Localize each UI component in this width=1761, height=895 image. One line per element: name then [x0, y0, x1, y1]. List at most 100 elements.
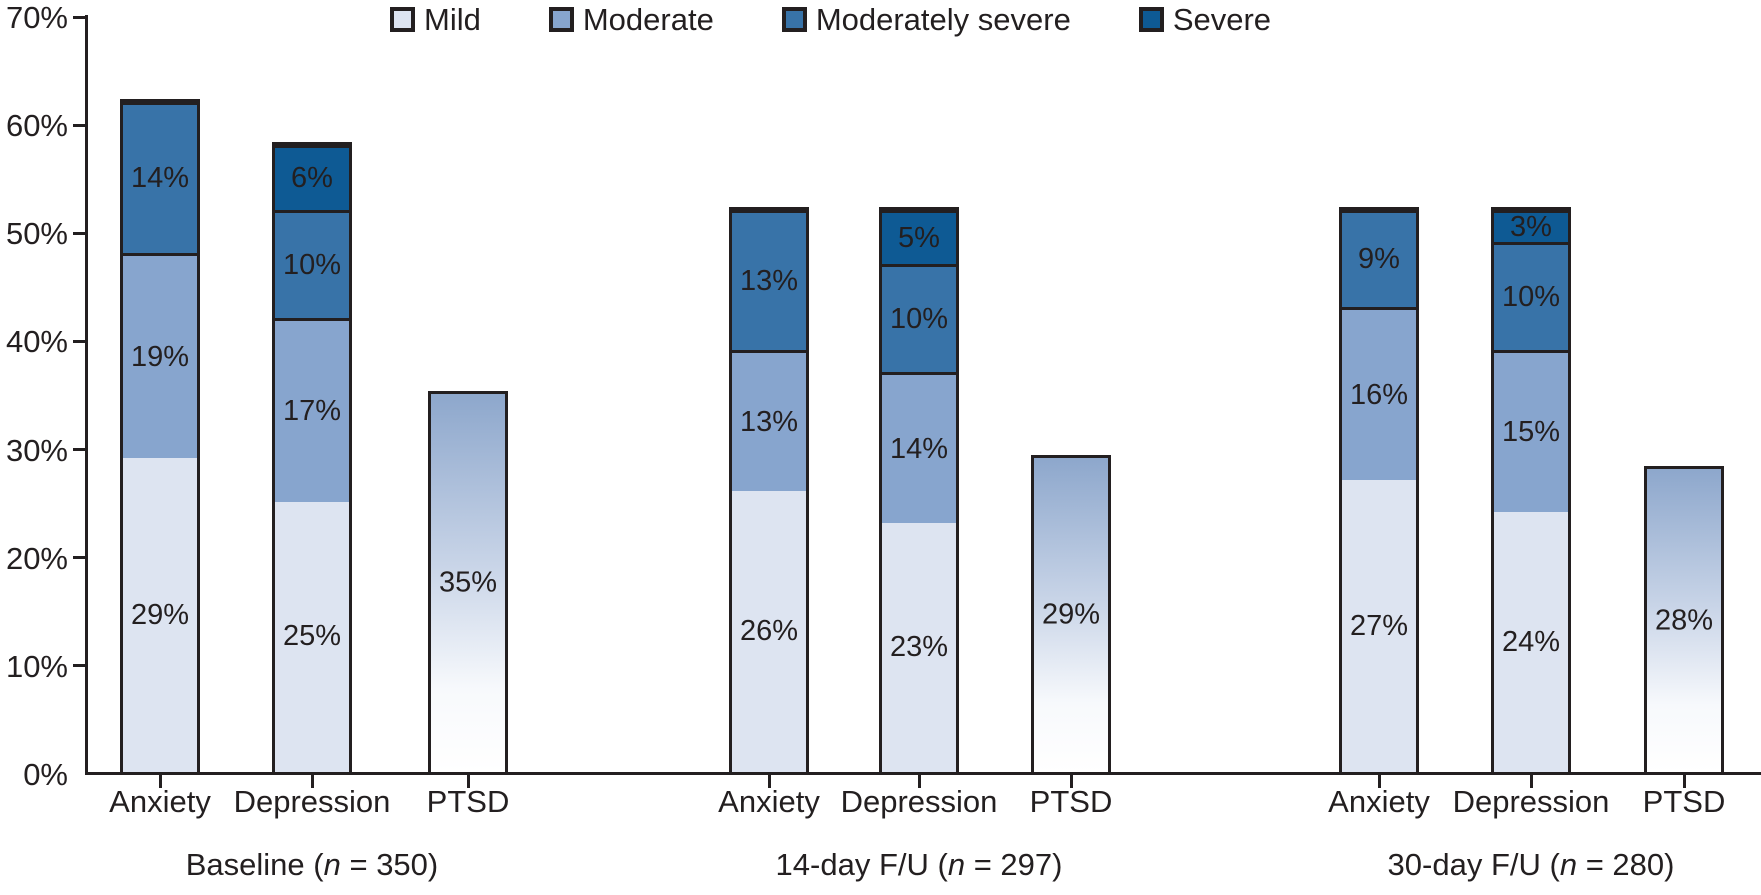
legend-label: Moderately severe — [815, 2, 1071, 37]
bar-depression-group3: 24% 15% 10% 3% — [1491, 206, 1571, 775]
segment-value-label: 16% — [1349, 378, 1409, 411]
segment-severe: 5% — [882, 209, 956, 264]
legend-swatch-moderately-severe — [781, 7, 807, 32]
segment-moderately-severe: 14% — [123, 101, 197, 253]
group-label-prefix: 30-day F/U ( — [1387, 847, 1560, 882]
x-axis-tick — [466, 775, 470, 788]
group-label-n-italic: n — [947, 847, 966, 882]
category-label-ptsd: PTSD — [1642, 784, 1726, 819]
y-axis-tick-label: 10% — [5, 648, 68, 684]
legend-item-moderately-severe: Moderately severe — [781, 2, 1071, 37]
segment-moderately-severe: 13% — [732, 209, 806, 351]
bar-depression-group2: 23% 14% 10% 5% — [879, 206, 959, 775]
x-axis-tick — [1069, 775, 1073, 788]
segment-value-label: 14% — [889, 432, 949, 465]
x-axis-tick — [1682, 775, 1686, 788]
x-axis-tick — [310, 775, 314, 788]
segment-value-label: 14% — [130, 162, 190, 195]
y-axis-tick — [73, 15, 86, 19]
y-axis-tick-label: 60% — [5, 108, 68, 144]
legend-label: Severe — [1172, 2, 1272, 37]
bar-depression-group1: 25% 17% 10% 6% — [272, 141, 352, 775]
legend-item-moderate: Moderate — [548, 2, 714, 37]
segment-value-label: 19% — [130, 340, 190, 373]
group-label-3: 30-day F/U (n = 280) — [1321, 849, 1741, 880]
y-axis-tick-label: 30% — [5, 432, 68, 468]
bar-ptsd-group1: 35% — [428, 390, 508, 775]
segment-mild: 29% — [123, 458, 197, 772]
y-axis-tick-label: 20% — [5, 540, 68, 576]
segment-moderate: 17% — [275, 317, 349, 502]
y-axis-line — [85, 15, 88, 775]
category-label-depression: Depression — [1452, 784, 1610, 819]
segment-value-label: 17% — [282, 394, 342, 427]
segment-value-label: 24% — [1501, 625, 1561, 658]
segment-moderate: 13% — [732, 350, 806, 491]
x-axis-tick — [1529, 775, 1533, 788]
y-axis-tick — [73, 339, 86, 343]
bar-ptsd-group2: 29% — [1031, 455, 1111, 775]
segment-value-label: 15% — [1501, 416, 1561, 449]
segment-value-label: 5% — [898, 221, 940, 254]
segment-value-label: 13% — [739, 264, 799, 297]
group-label-2: 14-day F/U (n = 297) — [709, 849, 1129, 880]
segment-moderate: 16% — [1342, 307, 1416, 481]
category-label-anxiety: Anxiety — [1328, 784, 1430, 819]
segment-value-label: 3% — [1510, 210, 1552, 243]
legend-swatch-moderate — [548, 7, 574, 32]
bar-ptsd-group3: 28% — [1644, 466, 1724, 775]
y-axis-tick-label: 0% — [23, 757, 68, 792]
segment-moderately-severe: 10% — [1494, 242, 1568, 351]
segment-moderately-severe: 9% — [1342, 209, 1416, 307]
segment-severe: 6% — [275, 144, 349, 210]
group-label-n-italic: n — [323, 847, 341, 882]
bar-anxiety-group3: 27% 16% 9% — [1339, 206, 1419, 775]
category-label-depression: Depression — [840, 784, 998, 819]
segment-moderate: 15% — [1494, 350, 1568, 513]
group-label-n-italic: n — [1559, 847, 1578, 882]
segment-mild: 27% — [1342, 480, 1416, 772]
legend-swatch-mild — [390, 7, 415, 32]
segment-value-label: 35% — [438, 566, 498, 599]
category-label-ptsd: PTSD — [426, 784, 510, 819]
segment-value-label: 10% — [1501, 281, 1561, 314]
segment-value-label: 28% — [1654, 604, 1714, 637]
y-axis-tick — [73, 123, 86, 127]
y-axis-tick-label: 40% — [5, 324, 68, 360]
segment-moderately-severe: 10% — [882, 263, 956, 372]
y-axis-tick-label: 50% — [5, 216, 68, 252]
category-label-depression: Depression — [233, 784, 391, 819]
segment-mild: 26% — [732, 490, 806, 772]
group-label-suffix: = 297) — [965, 847, 1063, 882]
x-axis-tick — [767, 775, 771, 788]
segment-moderately-severe: 10% — [275, 209, 349, 318]
chart-legend: Mild Moderate Moderately severe Severe — [390, 4, 1271, 35]
segment-severe: 3% — [1494, 209, 1568, 243]
y-axis-tick — [73, 664, 86, 668]
category-label-ptsd: PTSD — [1029, 784, 1113, 819]
y-axis-tick-label: 70% — [5, 0, 68, 36]
segment-moderate: 19% — [123, 252, 197, 459]
segment-mild: 24% — [1494, 512, 1568, 772]
category-label-anxiety: Anxiety — [718, 784, 820, 819]
segment-value-label: 23% — [889, 631, 949, 664]
segment-value-label: 9% — [1358, 243, 1400, 276]
segment-value-label: 10% — [889, 302, 949, 335]
y-axis-tick — [73, 231, 86, 235]
segment-value-label: 6% — [291, 162, 333, 195]
group-label-suffix: = 280) — [1577, 847, 1675, 882]
segment-value-label: 25% — [282, 620, 342, 653]
group-label-suffix: = 350) — [340, 847, 439, 882]
segment-value-label: 26% — [739, 614, 799, 647]
group-label-prefix: Baseline ( — [185, 847, 324, 882]
segment-value-label: 29% — [1041, 598, 1101, 631]
legend-label: Moderate — [582, 2, 714, 37]
y-axis-tick — [73, 556, 86, 560]
category-label-anxiety: Anxiety — [109, 784, 211, 819]
segment-value-label: 10% — [282, 248, 342, 281]
group-label-1: Baseline (n = 350) — [102, 849, 522, 880]
segment-moderate: 14% — [882, 371, 956, 524]
legend-swatch-severe — [1138, 7, 1164, 32]
legend-item-severe: Severe — [1138, 2, 1272, 37]
